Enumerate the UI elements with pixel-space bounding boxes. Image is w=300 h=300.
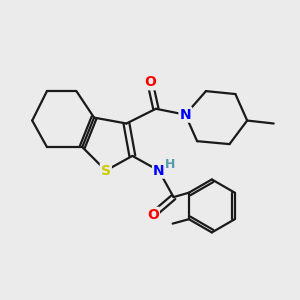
Text: O: O [144,75,156,89]
Text: S: S [101,164,111,178]
Text: O: O [147,208,159,222]
Text: N: N [179,108,191,122]
Text: N: N [153,164,165,178]
Text: H: H [165,158,175,171]
